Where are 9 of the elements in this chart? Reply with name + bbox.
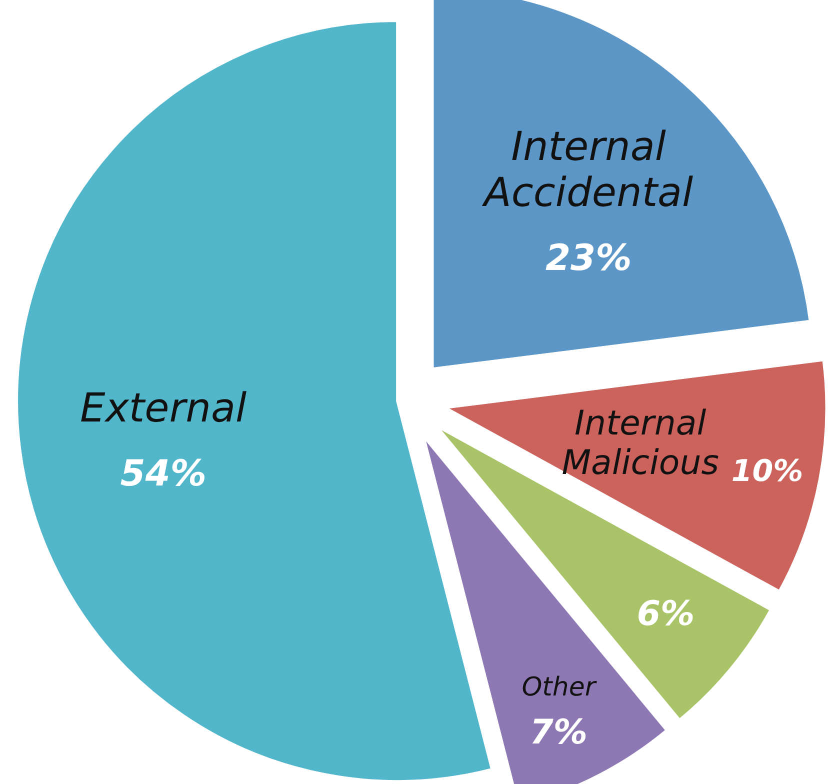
data-label: 54% <box>120 454 206 495</box>
slice-label: Other <box>522 672 598 703</box>
data-label: 10% <box>731 454 804 490</box>
data-label: 6% <box>636 594 695 634</box>
slice-label: Internal Malicious <box>562 404 719 483</box>
data-label: 23% <box>545 238 632 279</box>
slice-label: Internal Accidental <box>481 124 694 216</box>
slice-label: External <box>80 386 247 432</box>
data-label: 7% <box>530 712 588 753</box>
